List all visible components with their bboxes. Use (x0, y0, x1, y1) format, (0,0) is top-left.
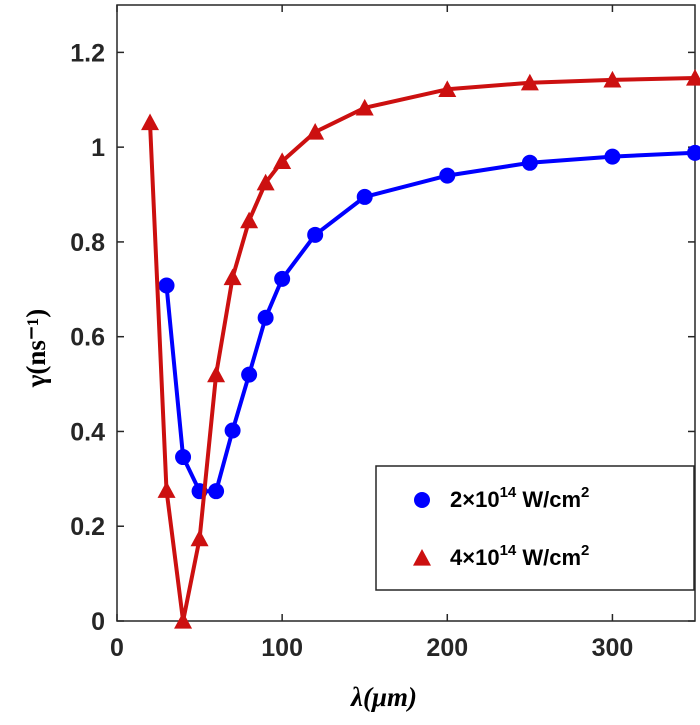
legend-label-unit: W/cm (516, 487, 581, 512)
data-point (355, 98, 374, 116)
data-point (274, 270, 291, 287)
data-point (521, 154, 538, 171)
data-point (307, 226, 324, 243)
data-point (175, 449, 192, 466)
data-point (158, 277, 175, 294)
data-point (241, 366, 258, 383)
data-point (306, 122, 325, 140)
legend-marker (413, 549, 431, 566)
data-point (157, 481, 176, 498)
legend-label-unit: W/cm (516, 545, 581, 570)
data-point (356, 188, 373, 205)
data-point (438, 80, 457, 97)
data-point (687, 144, 700, 161)
data-point (223, 268, 242, 286)
legend-label-unit-exp: 2 (581, 484, 589, 501)
legend-box (375, 465, 695, 591)
data-point (256, 173, 275, 191)
y-tick-label: 1 (91, 134, 105, 162)
y-tick-label: 1.2 (70, 39, 105, 67)
y-axis-title: γ(ns⁻¹) (21, 309, 51, 388)
x-tick-label: 300 (592, 634, 634, 662)
y-tick-label: 0.4 (70, 418, 105, 446)
x-tick-label: 100 (261, 634, 303, 662)
data-point (439, 167, 456, 184)
data-point (686, 68, 700, 86)
data-point (520, 73, 539, 91)
data-point (141, 113, 160, 131)
y-tick-label: 0.6 (70, 324, 105, 352)
series-line (164, 150, 696, 494)
y-tick-label: 0 (91, 608, 105, 636)
legend-marker (414, 492, 430, 508)
y-tick-label: 0.8 (70, 229, 105, 257)
axes: 0 100 200 300 0 0.2 0.4 0.6 0.8 1 1.2 (70, 4, 696, 662)
legend-label-exp: 14 (500, 484, 517, 501)
legend-label-exp: 14 (500, 542, 517, 559)
data-point (174, 612, 193, 629)
legend-label: 4×1014 W/cm2 (450, 542, 589, 570)
series-layer (141, 68, 700, 629)
x-axis-title: λ(μm) (350, 682, 417, 712)
plot-frame (116, 4, 696, 622)
data-point (208, 483, 225, 500)
data-point (224, 422, 241, 439)
data-point (603, 70, 622, 88)
data-point (273, 152, 292, 170)
data-point (257, 309, 274, 326)
data-point (240, 211, 259, 229)
legend-label: 2×1014 W/cm2 (450, 484, 589, 512)
data-point (604, 148, 621, 165)
series-1 (158, 144, 700, 500)
legend-label-unit-exp: 2 (581, 542, 589, 559)
y-tick-label: 0.2 (70, 513, 105, 541)
series-2 (141, 68, 700, 629)
data-point (207, 365, 226, 383)
x-tick-label: 200 (426, 634, 468, 662)
x-tick-label: 0 (110, 634, 124, 662)
data-point (190, 529, 209, 547)
legend-label-base: 4×10 (450, 545, 500, 570)
legend-label-base: 2×10 (450, 487, 500, 512)
